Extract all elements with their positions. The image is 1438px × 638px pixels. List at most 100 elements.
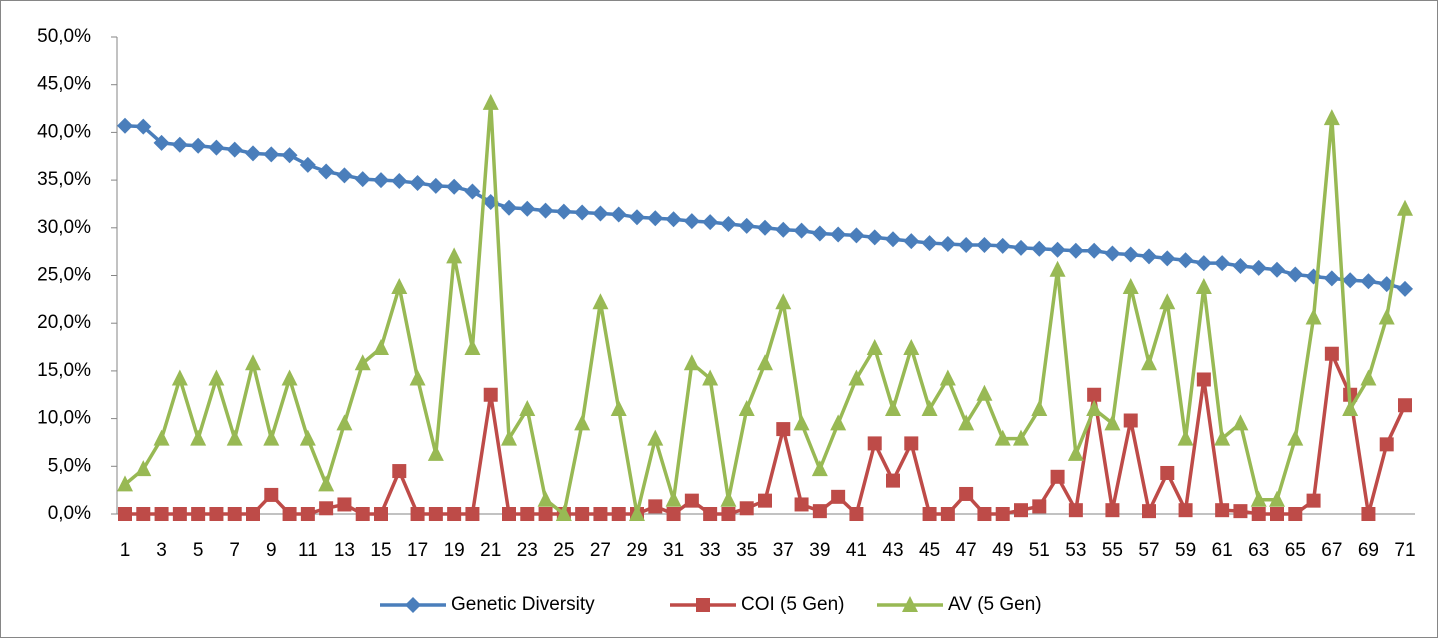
triangle-marker (592, 293, 609, 310)
triangle-marker (1342, 400, 1359, 417)
diamond-marker (263, 146, 280, 163)
square-marker (703, 507, 718, 521)
x-tick-label: 51 (1029, 540, 1050, 561)
diamond-marker (391, 173, 408, 190)
square-marker (465, 507, 480, 521)
diamond-marker (446, 178, 463, 195)
triangle-marker (409, 369, 426, 386)
triangle-marker (171, 369, 188, 386)
square-marker (520, 507, 535, 521)
diamond-marker (409, 174, 426, 191)
triangle-marker (939, 369, 956, 386)
triangle-marker (464, 339, 481, 356)
y-tick-label: 25,0% (37, 265, 91, 286)
triangle-marker (482, 93, 499, 110)
triangle-marker (1250, 490, 1267, 507)
square-marker (410, 507, 425, 521)
x-tick-label: 27 (590, 540, 611, 561)
square-marker (940, 507, 955, 521)
diamond-marker (921, 235, 938, 252)
diamond-marker (135, 118, 152, 135)
legend-label: Genetic Diversity (451, 594, 595, 615)
diamond-marker (683, 213, 700, 230)
diamond-marker (1013, 239, 1029, 256)
x-tick-label: 49 (992, 540, 1013, 561)
diamond-marker (738, 217, 755, 234)
diamond-marker (848, 227, 865, 244)
diamond-marker (171, 136, 188, 153)
x-tick-label: 69 (1358, 540, 1379, 561)
triangle-marker (263, 429, 280, 446)
x-tick-label: 47 (956, 540, 977, 561)
square-marker (995, 507, 1010, 521)
square-marker (648, 499, 663, 514)
x-tick-label: 43 (882, 540, 903, 561)
x-tick-label: 19 (444, 540, 465, 561)
x-tick-label: 21 (480, 540, 501, 561)
x-tick-label: 15 (370, 540, 391, 561)
legend-marker (902, 596, 918, 612)
triangle-marker (1104, 414, 1121, 431)
square-marker (922, 507, 937, 521)
square-marker (1087, 387, 1102, 402)
square-marker (904, 436, 919, 451)
diamond-marker (1086, 242, 1103, 259)
square-marker (1379, 437, 1394, 452)
triangle-marker (1177, 429, 1194, 446)
diamond-marker (592, 205, 609, 222)
triangle-marker (245, 354, 261, 371)
y-tick-label: 40,0% (37, 121, 91, 142)
square-marker (154, 507, 169, 521)
diamond-marker (885, 231, 901, 248)
diamond-marker (226, 141, 243, 158)
diamond-marker (299, 156, 316, 173)
y-tick-label: 45,0% (37, 74, 91, 95)
x-tick-label: 3 (156, 540, 167, 561)
triangle-marker (1323, 109, 1340, 126)
triangle-marker (958, 414, 975, 431)
square-marker (611, 507, 626, 521)
diamond-marker (190, 137, 207, 154)
x-tick-label: 63 (1248, 540, 1269, 561)
diamond-marker (1232, 257, 1249, 274)
diamond-marker (1195, 255, 1212, 272)
legend-label: COI (5 Gen) (741, 594, 844, 615)
diamond-marker (610, 206, 627, 223)
square-marker (1050, 469, 1065, 484)
square-marker (684, 493, 699, 508)
square-marker (1178, 503, 1193, 518)
triangle-marker (427, 444, 444, 461)
diamond-marker (866, 229, 883, 246)
square-marker (355, 507, 370, 521)
x-tick-label: 55 (1102, 540, 1123, 561)
x-tick-label: 35 (736, 540, 757, 561)
triangle-marker (629, 505, 645, 521)
square-marker (246, 507, 260, 521)
triangle-marker (190, 429, 207, 446)
square-marker (502, 507, 516, 521)
triangle-marker (153, 429, 170, 446)
triangle-marker (976, 384, 993, 401)
diamond-marker (647, 210, 664, 227)
x-tick-label: 31 (663, 540, 684, 561)
diamond-marker (318, 163, 335, 180)
square-marker (319, 501, 334, 516)
square-marker (849, 507, 864, 521)
diamond-marker (1067, 242, 1084, 259)
y-tick-label: 0,0% (48, 503, 91, 524)
triangle-marker (1067, 444, 1084, 461)
diamond-marker (720, 215, 737, 232)
diamond-marker (1269, 261, 1285, 278)
triangle-marker (1214, 429, 1231, 446)
triangle-marker (117, 475, 133, 492)
square-marker (886, 473, 900, 488)
square-marker (1142, 504, 1156, 519)
diamond-marker (1214, 255, 1231, 272)
x-tick-label: 29 (626, 540, 647, 561)
diamond-marker (1323, 270, 1340, 287)
square-marker (337, 497, 352, 512)
diamond-marker (501, 199, 517, 216)
square-marker (374, 507, 388, 521)
diamond-marker (775, 221, 792, 238)
x-tick-label: 33 (700, 540, 721, 561)
